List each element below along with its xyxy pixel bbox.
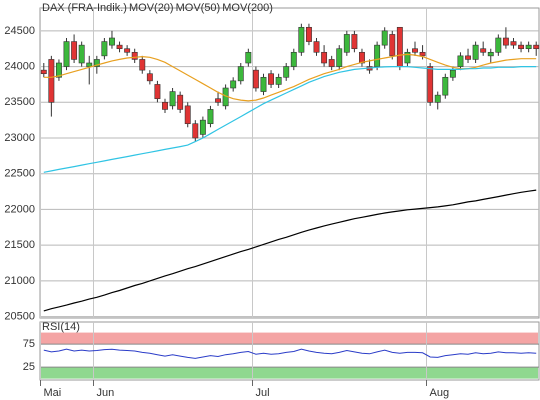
rsi-band (41, 332, 538, 345)
candle-body (412, 48, 418, 53)
candle-body (336, 48, 343, 67)
candle-body (351, 34, 358, 50)
rsi-title: RSI(14) (42, 321, 80, 333)
candle-body (449, 69, 456, 78)
rsi-band (41, 367, 538, 379)
candle-body (124, 48, 131, 53)
candle-body (313, 41, 320, 53)
candle-body (283, 66, 290, 78)
candle-body (480, 48, 487, 53)
candle-body (109, 37, 115, 46)
candle-body (442, 76, 449, 96)
moving-average-line (43, 65, 537, 173)
moving-average-line (43, 189, 537, 312)
y-tick-label: 24500 (4, 25, 35, 37)
candle-body (139, 59, 146, 71)
legend-entry: MOV(50) (176, 2, 221, 14)
y-tick-label: 75 (23, 338, 35, 350)
candle-body (321, 51, 328, 64)
candle-body (525, 44, 532, 50)
legend-entry: DAX (FRA-Indik.) (42, 2, 127, 14)
candle-body (207, 109, 214, 125)
legend-entry: MOV(200) (222, 2, 273, 14)
candle-body (487, 51, 494, 57)
x-tick-label: Aug (430, 387, 450, 399)
x-tick-label: Jun (97, 387, 115, 399)
candle-body (298, 26, 305, 53)
candle-body (419, 51, 426, 57)
candle-body (518, 44, 525, 50)
rsi-line (43, 348, 537, 359)
candle-body (396, 26, 403, 67)
candle-body (184, 105, 191, 125)
candle-body (199, 119, 206, 135)
candle-body (290, 51, 297, 67)
candle-body (169, 91, 176, 107)
candle-body (192, 123, 199, 139)
candle-body (457, 55, 464, 67)
plot-area (39, 7, 540, 319)
candle-body (465, 55, 471, 60)
y-tick-label: 25 (23, 361, 35, 373)
candle-body (63, 41, 70, 67)
candle-body (343, 34, 350, 53)
legend-entry: MOV(20) (129, 2, 174, 14)
candle-body (510, 41, 517, 46)
candle-body (502, 37, 509, 46)
candle-body (374, 44, 381, 67)
y-tick-label: 20500 (4, 310, 35, 322)
candle-body (71, 41, 78, 60)
candle-body (359, 51, 365, 64)
candle-body (40, 69, 47, 75)
candle-body (245, 51, 252, 64)
candle-body (495, 37, 502, 53)
candle-body (116, 44, 123, 50)
candle-body (131, 51, 138, 60)
candle-body (162, 101, 168, 110)
candle-body (55, 62, 62, 78)
candle-body (93, 59, 100, 67)
candle-body (177, 94, 184, 110)
candle-body (154, 84, 161, 100)
x-tick-label: Jul (256, 387, 270, 399)
candle-body (215, 98, 221, 103)
y-tick-label: 22000 (4, 203, 35, 215)
candle-body (101, 41, 108, 57)
candle-body (434, 94, 441, 103)
candle-body (389, 34, 396, 57)
candle-body (472, 44, 479, 60)
candle-body (268, 73, 275, 85)
y-tick-label: 21500 (4, 239, 35, 251)
candle-body (381, 30, 388, 46)
candle-body (305, 26, 312, 42)
candle-body (146, 73, 153, 82)
candle-body (48, 59, 55, 103)
candle-body (275, 76, 282, 85)
candle-body (230, 80, 237, 89)
y-tick-label: 24000 (4, 60, 35, 72)
x-tick-label: Mai (44, 387, 62, 399)
y-tick-label: 21000 (4, 275, 35, 287)
candle-body (86, 62, 93, 67)
y-tick-label: 22500 (4, 168, 35, 180)
candle-body (404, 51, 411, 64)
candle-body (533, 44, 540, 50)
candle-body (427, 66, 434, 103)
candle-body (237, 66, 244, 82)
candle-body (252, 69, 259, 89)
candle-body (328, 59, 335, 67)
y-tick-label: 23000 (4, 132, 35, 144)
moving-average-line (43, 53, 537, 102)
y-tick-label: 23500 (4, 96, 35, 108)
candle-body (78, 44, 85, 64)
candle-body (260, 76, 267, 92)
